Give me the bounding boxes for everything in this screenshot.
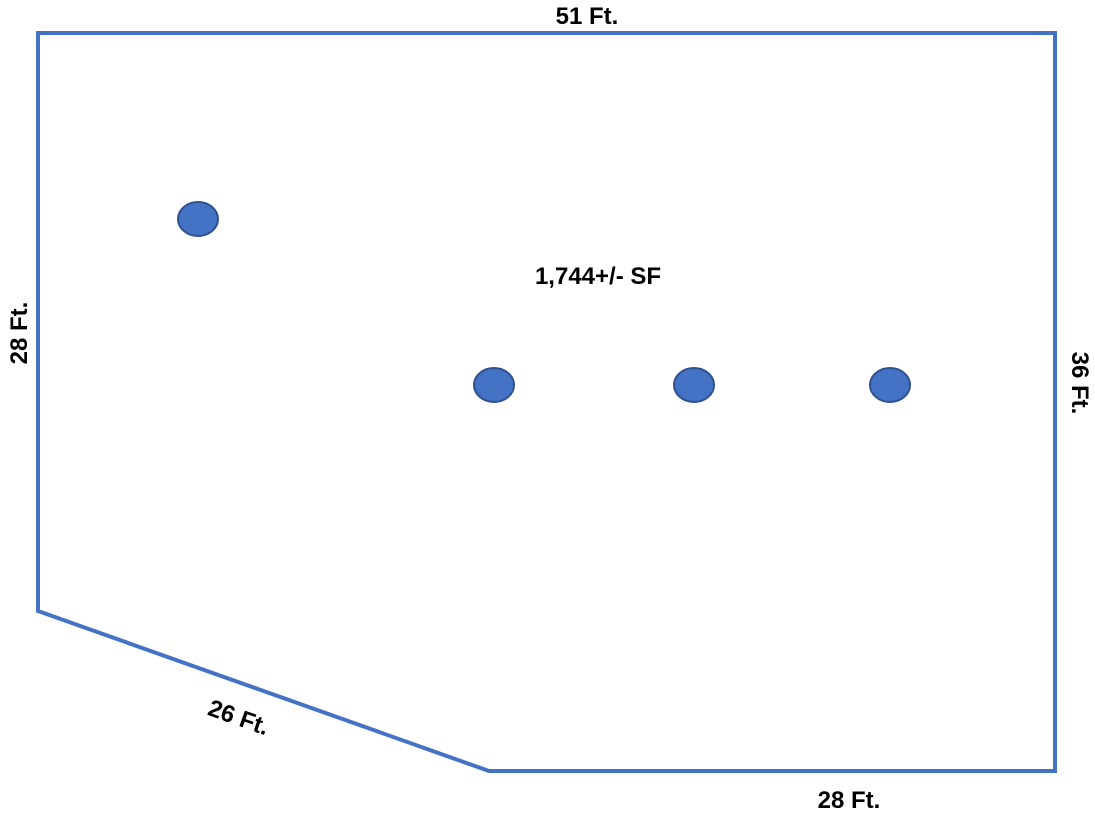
column-marker (869, 367, 911, 403)
dimension-right: 36 Ft. (1066, 352, 1093, 415)
dimension-diagonal: 26 Ft. (204, 695, 272, 741)
column-marker (673, 367, 715, 403)
column-marker (473, 367, 515, 403)
dimension-left: 28 Ft. (6, 302, 33, 365)
dimension-bottom: 28 Ft. (818, 787, 881, 814)
room-outline (36, 31, 1057, 773)
column-marker (177, 201, 219, 237)
dimension-top: 51 Ft. (556, 3, 619, 30)
area-label: 1,744+/- SF (535, 263, 661, 290)
